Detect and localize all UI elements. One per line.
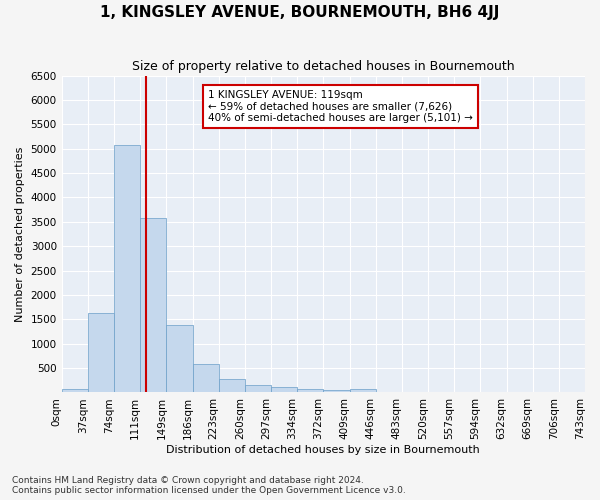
Bar: [62, 389, 88, 392]
Text: 1 KINGSLEY AVENUE: 119sqm
← 59% of detached houses are smaller (7,626)
40% of se: 1 KINGSLEY AVENUE: 119sqm ← 59% of detac…: [208, 90, 473, 123]
Text: Contains HM Land Registry data © Crown copyright and database right 2024.
Contai: Contains HM Land Registry data © Crown c…: [12, 476, 406, 495]
X-axis label: Distribution of detached houses by size in Bournemouth: Distribution of detached houses by size …: [166, 445, 480, 455]
Bar: [271, 387, 297, 392]
Bar: [218, 378, 245, 392]
Title: Size of property relative to detached houses in Bournemouth: Size of property relative to detached ho…: [132, 60, 515, 73]
Bar: [140, 218, 166, 392]
Y-axis label: Number of detached properties: Number of detached properties: [15, 146, 25, 322]
Bar: [114, 145, 140, 392]
Bar: [297, 389, 323, 392]
Bar: [193, 364, 218, 392]
Bar: [88, 313, 114, 392]
Bar: [166, 326, 193, 392]
Bar: [350, 390, 376, 392]
Text: 1, KINGSLEY AVENUE, BOURNEMOUTH, BH6 4JJ: 1, KINGSLEY AVENUE, BOURNEMOUTH, BH6 4JJ: [100, 5, 500, 20]
Bar: [245, 386, 271, 392]
Bar: [323, 390, 350, 392]
